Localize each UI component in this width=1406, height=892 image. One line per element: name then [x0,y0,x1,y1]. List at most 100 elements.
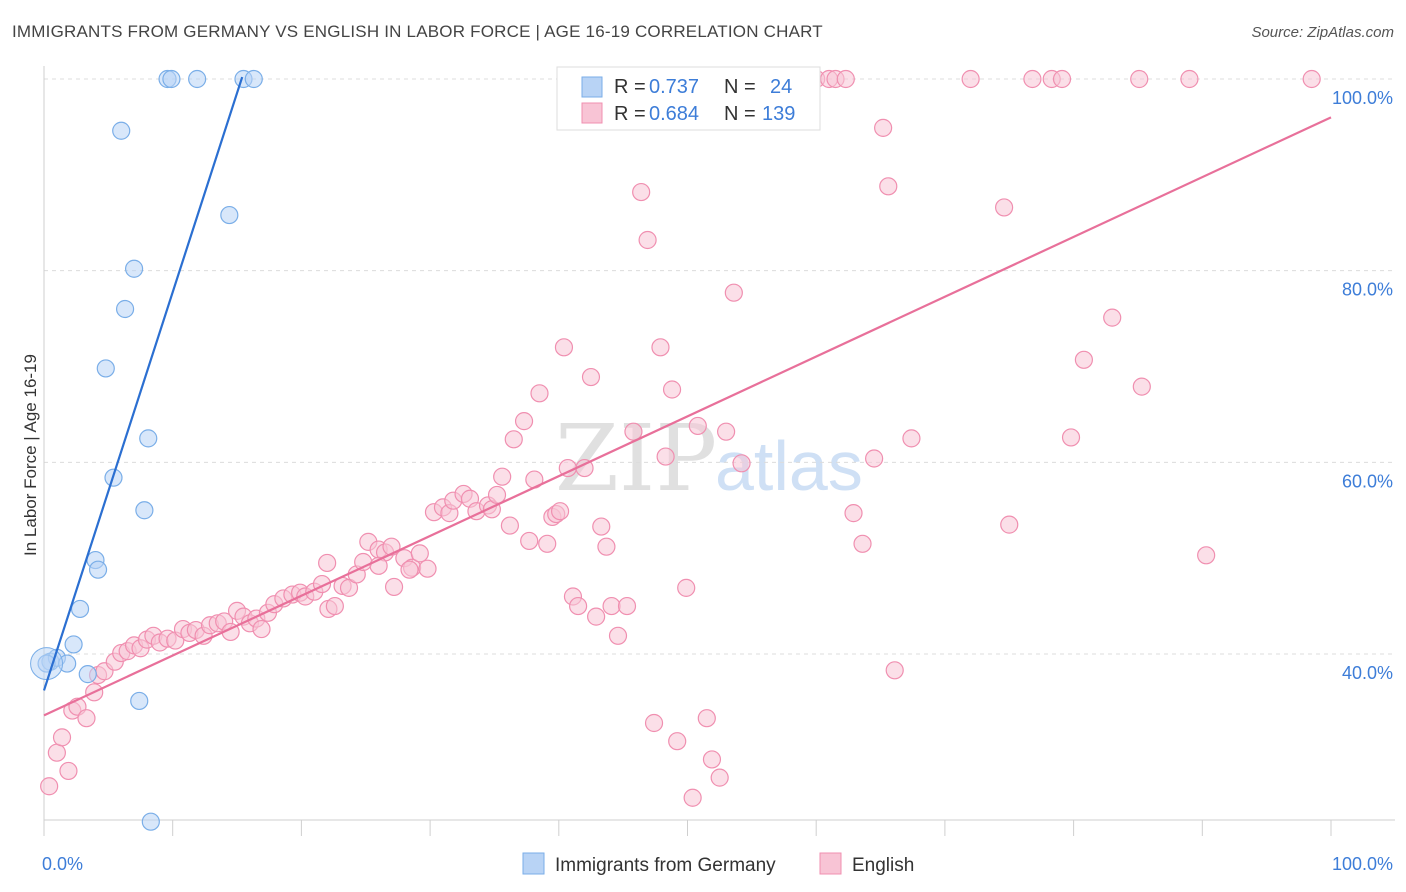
english-point-123 [995,198,1014,217]
english-point-120 [885,661,904,680]
english-point-104 [702,750,722,769]
germany-point-13 [139,429,158,448]
english-point-119 [879,177,898,196]
english-point-91 [617,596,637,616]
english-points [40,69,1321,807]
bottom-legend-swatch-germany [522,852,545,875]
english-point-71 [504,430,523,449]
english-point-42 [325,596,344,616]
english-point-2 [52,728,72,747]
english-point-56 [410,544,429,563]
english-point-85 [581,367,601,387]
tick-labels: 40.0% 60.0% 80.0% 100.0% 0.0% 100.0% [42,88,1393,874]
germany-point-14 [135,501,154,520]
english-point-68 [487,485,507,505]
english-point-108 [732,454,751,473]
english-point-133 [1180,69,1199,89]
germany-point-5 [78,665,97,684]
y-axis-label: In Labor Force | Age 16-19 [21,354,40,556]
english-point-128 [1061,428,1081,447]
english-point-57 [400,560,419,579]
english-point-132 [1130,69,1149,89]
english-point-76 [538,534,557,553]
english-point-101 [683,788,702,807]
english-point-96 [651,338,670,357]
y-tick-label-80: 80.0% [1342,280,1393,300]
bottom-legend-label-english: English [852,855,914,876]
english-point-135 [1302,69,1321,89]
english-point-86 [587,607,606,626]
bottom-legend-label-germany: Immigrants from Germany [555,855,776,876]
legend-n-label-english: N = [724,103,756,125]
english-point-70 [500,516,519,535]
legend-r-english: 0.684 [649,103,699,125]
english-point-88 [597,537,616,556]
germany-point-cluster [30,647,64,681]
english-point-44 [339,578,359,597]
english-point-92 [624,422,643,441]
english-point-90 [608,626,628,645]
english-point-0 [40,777,59,796]
english-point-121 [902,429,921,448]
english-point-3 [59,761,78,781]
source-label: Source: ZipAtlas.com [1251,24,1394,41]
germany-trend-line [42,76,244,691]
english-point-94 [638,230,657,250]
germany-point-12 [112,121,131,140]
germany-point-11 [124,259,144,278]
legend-n-english: 139 [762,103,795,125]
germany-point-4 [70,599,90,619]
germany-points [30,69,263,831]
english-point-117 [865,449,884,468]
english-point-134 [1197,546,1216,565]
germany-point-18 [162,69,181,89]
english-point-129 [1074,350,1093,369]
english-point-83 [569,596,588,616]
bottom-legend-swatch-english [819,852,842,875]
germany-point-10 [115,299,135,319]
y-tick-label-60: 60.0% [1342,471,1393,491]
bottom-legend: Immigrants from Germany English [522,852,914,876]
english-point-118 [874,118,893,137]
english-point-105 [710,768,729,787]
y-tick-label-40: 40.0% [1342,663,1393,683]
english-point-103 [697,709,716,728]
germany-point-15 [130,691,149,711]
english-point-72 [514,412,534,431]
y-tick-label-100: 100.0% [1332,88,1393,108]
english-point-93 [632,182,651,202]
legend-r-label-germany: R = [614,76,646,98]
legend-swatch-english [581,102,603,124]
english-point-107 [724,283,743,302]
chart-title: IMMIGRANTS FROM GERMANY VS ENGLISH IN LA… [12,22,823,41]
english-trend-line [43,116,1332,717]
english-point-53 [384,577,404,597]
english-point-124 [1000,515,1019,534]
english-point-75 [530,384,549,403]
trend-lines [42,76,1332,717]
english-point-127 [1052,69,1072,89]
english-point-32 [252,619,271,639]
english-point-79 [550,502,570,521]
english-point-6 [77,709,96,728]
x-tick-label-min: 0.0% [42,854,83,874]
legend-r-label-english: R = [614,103,646,125]
english-point-99 [668,732,687,751]
english-point-125 [1023,69,1042,89]
english-point-87 [592,517,611,536]
english-point-98 [662,380,682,399]
grid-lines [44,78,1395,655]
english-point-51 [318,553,337,573]
germany-point-21 [244,69,263,89]
english-point-97 [656,447,675,466]
legend-box: R = 0.737 N = 24 R = 0.684 N = 139 [556,66,821,131]
legend-r-germany: 0.737 [649,76,699,98]
english-point-1 [47,743,66,762]
germany-point-9 [96,359,115,378]
english-point-114 [836,69,855,89]
english-point-100 [677,578,696,597]
germany-point-16 [141,812,160,831]
english-point-73 [520,531,539,551]
legend-n-germany: 24 [770,76,792,98]
